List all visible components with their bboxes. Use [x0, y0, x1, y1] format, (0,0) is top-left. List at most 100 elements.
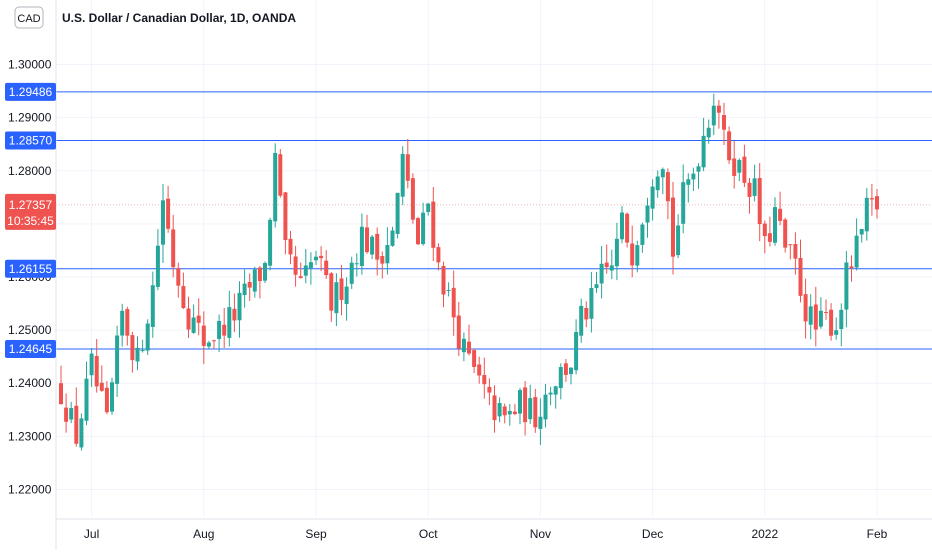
candle-body: [375, 233, 380, 260]
candle-body: [263, 262, 267, 281]
candle-body: [283, 192, 288, 241]
candle-body: [563, 363, 568, 375]
candle-body: [635, 245, 640, 266]
y-tick-label: 1.29000: [8, 111, 52, 125]
candle-body: [222, 324, 227, 336]
candle-body: [620, 212, 624, 240]
level-label: 1.28570: [9, 133, 53, 147]
candle-body: [252, 269, 257, 292]
candle-body: [732, 158, 737, 176]
candle-body: [472, 350, 477, 367]
candle-body: [334, 282, 339, 314]
horizontal-level-lines: [56, 91, 932, 350]
current-price-box: [5, 193, 56, 230]
level-label: 1.24645: [9, 342, 53, 356]
candle-body: [569, 367, 573, 375]
level-label: 1.26155: [9, 262, 53, 276]
candle-body: [762, 223, 767, 237]
candle-body: [701, 135, 706, 168]
candle-body: [380, 256, 385, 264]
candle-body: [803, 294, 808, 322]
currency-badge-box[interactable]: [14, 6, 44, 29]
candle-body: [431, 201, 436, 248]
candle-body: [247, 281, 252, 288]
candle-body: [59, 383, 63, 405]
candle-body: [329, 273, 334, 311]
x-tick-label: Nov: [530, 527, 551, 541]
x-tick-label: Dec: [642, 527, 663, 541]
candle-body: [161, 200, 165, 245]
candle-body: [461, 338, 466, 353]
candle-body: [344, 286, 349, 305]
candle-body: [155, 245, 160, 287]
candle-body: [757, 178, 762, 225]
x-tick-label: 2022: [751, 527, 778, 541]
candle-body: [844, 262, 849, 310]
candle-body: [497, 403, 502, 417]
level-label-box: [5, 82, 56, 101]
candle-body: [441, 265, 446, 295]
candle-body: [859, 228, 864, 235]
candle-body: [691, 173, 696, 180]
candle-body: [89, 353, 94, 376]
candle-body: [125, 309, 130, 336]
candle-body: [655, 176, 660, 191]
candle-body: [110, 382, 114, 412]
candle-body: [558, 367, 563, 389]
candle-body: [339, 278, 344, 301]
y-tick-label: 1.28000: [8, 164, 52, 178]
candle-body: [609, 265, 614, 271]
candle-body: [487, 386, 492, 393]
candle-body: [94, 355, 99, 387]
candle-body: [303, 265, 308, 276]
x-tick-label: Sep: [305, 527, 327, 541]
candle-body: [660, 169, 665, 178]
candle-body: [74, 405, 79, 444]
candle-body: [783, 219, 788, 248]
candle-body: [201, 325, 206, 346]
candle-body: [594, 284, 599, 289]
candle-body: [456, 315, 461, 349]
candle-body: [773, 207, 777, 243]
candle-body: [645, 205, 650, 223]
candle-body: [778, 208, 783, 221]
candle-body: [99, 382, 104, 391]
current-price-label: 1.27357: [9, 198, 53, 212]
x-tick-label: Aug: [193, 527, 214, 541]
candle-body: [268, 219, 273, 266]
candle-body: [681, 182, 686, 224]
candle-body: [115, 335, 120, 384]
candle-body: [834, 330, 839, 335]
candle-body: [365, 227, 369, 253]
candle-body: [314, 256, 318, 261]
candle-body: [767, 233, 772, 242]
candle-body: [502, 406, 507, 416]
candle-body: [788, 244, 793, 246]
candle-body: [727, 131, 732, 161]
x-tick-label: Jul: [84, 527, 99, 541]
candle-body: [354, 263, 359, 265]
candle-body: [518, 390, 522, 414]
y-tick-label: 1.25000: [8, 323, 52, 337]
candle-body: [288, 238, 293, 255]
y-tick-label: 1.22000: [8, 482, 52, 496]
candle-body: [869, 198, 874, 200]
candle-body: [171, 229, 176, 268]
candle-body: [293, 256, 298, 275]
candle-body: [640, 224, 645, 245]
candle-body: [742, 156, 747, 183]
candle-body: [808, 306, 813, 325]
candle-body: [104, 387, 109, 413]
level-label-box: [5, 339, 56, 358]
candle-body: [84, 378, 89, 421]
candles: [59, 93, 879, 451]
candle-body: [145, 323, 150, 351]
candle-body: [630, 243, 635, 266]
candle-body: [324, 260, 329, 276]
countdown-label: 10:35:45: [7, 214, 54, 228]
candle-body: [625, 213, 630, 243]
candle-body: [237, 292, 242, 321]
candle-body: [135, 347, 140, 362]
